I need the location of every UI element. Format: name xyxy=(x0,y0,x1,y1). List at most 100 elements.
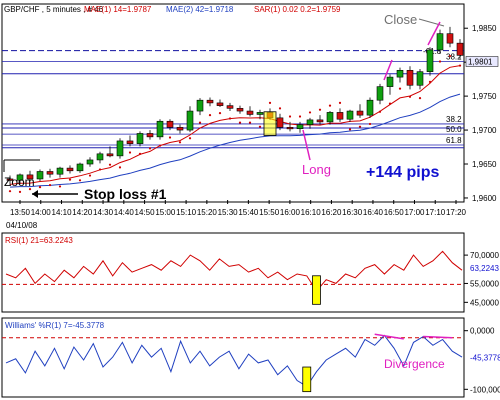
candle-body xyxy=(66,167,74,172)
sar-dot xyxy=(108,163,112,166)
sar-dot xyxy=(98,168,102,171)
fib-level-label: 38.2 xyxy=(446,52,462,61)
sar-dot xyxy=(38,185,42,189)
price-title: GBP/CHF , 5 minutes , # 46 xyxy=(4,5,104,14)
price-ytick-label: 1,9750 xyxy=(472,92,497,101)
price-ytick-label: 1,9600 xyxy=(472,194,497,203)
x-tick-label: 14:50 xyxy=(135,208,156,217)
price-ytick-label: 1,9850 xyxy=(472,24,497,33)
ma-blue-line xyxy=(9,93,461,188)
williams-current-label: -45,3778 xyxy=(470,353,500,362)
sar-dot xyxy=(328,104,332,107)
x-tick-label: 15:40 xyxy=(238,208,259,217)
candle-body xyxy=(106,153,114,157)
sar-dot xyxy=(168,136,172,139)
rsi-highlight-box xyxy=(312,275,321,305)
x-tick-label: 15:50 xyxy=(259,208,280,217)
ma-red-line xyxy=(9,65,461,185)
long-annotation: Long xyxy=(302,162,331,177)
rsi-current-label: 63,2243 xyxy=(470,264,499,273)
sar-dot xyxy=(28,188,32,191)
zoom-annotation: Zoom xyxy=(4,175,35,189)
close-arrow xyxy=(418,18,445,27)
sar-dot xyxy=(348,128,352,131)
sar-dot xyxy=(378,110,382,113)
candle-body xyxy=(146,133,154,138)
x-tick-label: 16:50 xyxy=(384,208,405,217)
sar-dot xyxy=(308,111,312,114)
sar-dot xyxy=(288,115,292,118)
candle-body xyxy=(326,112,334,123)
x-tick-label: 13:50 xyxy=(10,208,31,217)
williams-ytick-label: 0,0000 xyxy=(470,327,495,336)
x-tick-label: 14:30 xyxy=(93,208,114,217)
candle-body xyxy=(426,49,434,72)
sar-dot xyxy=(78,179,82,182)
candle-body xyxy=(56,167,64,175)
sar-dot xyxy=(418,97,422,100)
sar-dot xyxy=(298,115,302,118)
date-label: 04/10/08 xyxy=(6,221,38,230)
sar-dot xyxy=(318,108,322,111)
price-ytick-label: 1,9700 xyxy=(472,126,497,135)
x-tick-label: 16:10 xyxy=(301,208,322,217)
candle-body xyxy=(346,110,354,120)
x-tick-label: 16:20 xyxy=(321,208,342,217)
williams-line xyxy=(5,334,463,388)
candle-body xyxy=(306,119,314,125)
candle-body xyxy=(236,108,244,112)
x-tick-label: 14:10 xyxy=(52,208,73,217)
x-tick-label: 17:20 xyxy=(446,208,467,217)
x-tick-label: 16:00 xyxy=(280,208,301,217)
candle-body xyxy=(396,70,404,78)
sar-dot xyxy=(208,114,212,117)
x-tick-label: 14:40 xyxy=(114,208,135,217)
candle-body xyxy=(416,71,424,86)
candle-body xyxy=(376,86,384,101)
fib-level-label: 61.8 xyxy=(446,136,462,145)
divergence-stroke xyxy=(423,335,453,339)
sar-dot xyxy=(268,101,272,105)
x-tick-label: 14:20 xyxy=(72,208,93,217)
sar-dot xyxy=(248,121,252,124)
sar-dot xyxy=(68,178,72,181)
sar-dot xyxy=(458,64,462,67)
candle-body xyxy=(356,110,364,116)
indicator-label-mae2: MAE(2) 42=1.9718 xyxy=(166,5,234,14)
candle-body xyxy=(176,127,184,131)
x-tick-label: 17:10 xyxy=(425,208,446,217)
sar-dot xyxy=(438,60,442,63)
candle-body xyxy=(76,163,84,172)
rsi-ytick-label: 70,0000 xyxy=(470,251,499,260)
candle-body xyxy=(246,110,254,115)
sar-dot xyxy=(88,174,92,177)
sar-dot xyxy=(398,87,402,90)
sar-dot xyxy=(198,121,202,124)
rsi-title: RSI(1) 21=63.2243 xyxy=(5,236,73,245)
candle-body xyxy=(406,70,414,86)
sar-dot xyxy=(158,144,162,147)
sar-dot xyxy=(338,101,342,105)
price-ytick-label: 1,9650 xyxy=(472,160,497,169)
sar-dot xyxy=(128,151,132,154)
candle-body xyxy=(276,117,284,128)
x-tick-label: 16:40 xyxy=(363,208,384,217)
price-marker-box xyxy=(465,56,499,67)
sar-dot xyxy=(148,147,152,150)
candle-body xyxy=(256,112,264,115)
fib-level-label: 50.0 xyxy=(446,125,462,134)
candle-body xyxy=(366,99,374,116)
candle-body xyxy=(206,99,214,104)
rsi-ytick-label: 45,0000 xyxy=(470,298,499,307)
x-tick-label: 14:00 xyxy=(31,208,52,217)
x-tick-label: 17:00 xyxy=(404,208,425,217)
sar-dot xyxy=(58,185,62,188)
williams-highlight-box xyxy=(302,366,312,393)
trend-stroke xyxy=(383,59,393,81)
profit-annotation: +144 pips xyxy=(366,164,439,181)
candle-body xyxy=(96,153,104,161)
x-tick-label: 16:30 xyxy=(342,208,363,217)
candle-body xyxy=(226,105,234,109)
sar-dot xyxy=(258,125,262,128)
candle-body xyxy=(316,119,324,123)
